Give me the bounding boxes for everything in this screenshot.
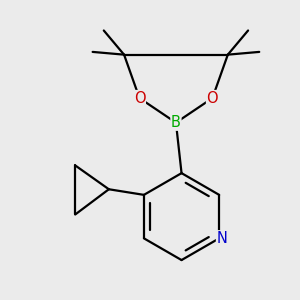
Text: N: N (217, 231, 227, 246)
Text: O: O (207, 91, 218, 106)
Text: O: O (134, 91, 145, 106)
Text: B: B (171, 115, 181, 130)
